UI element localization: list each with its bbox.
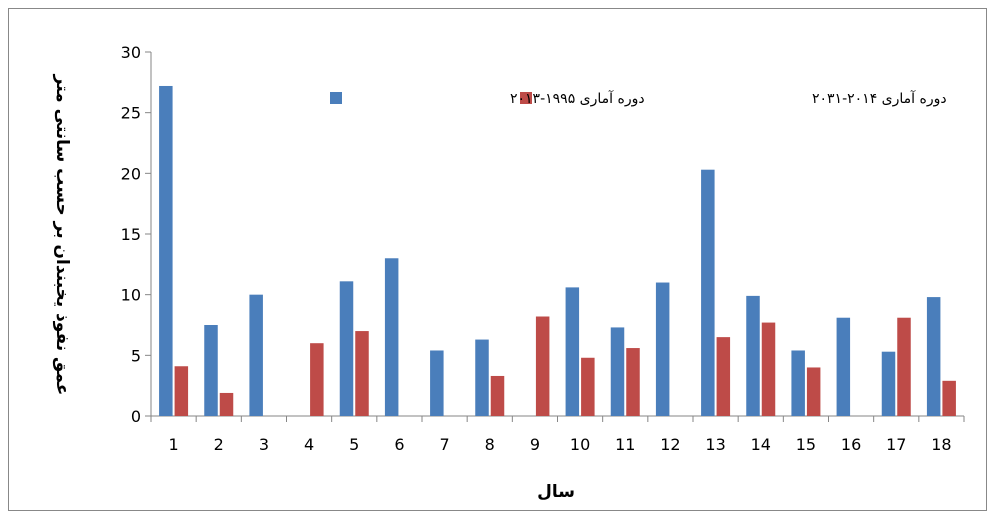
bar-series-2-cat-9 <box>535 316 550 416</box>
x-tick-label: 16 <box>841 435 861 454</box>
bar-series-1-cat-17 <box>881 351 896 416</box>
bar-series-1-cat-2 <box>204 325 218 416</box>
y-tick-label: 0 <box>131 407 141 426</box>
x-tick-label: 7 <box>439 435 449 454</box>
bar-series-1-cat-16 <box>836 317 851 416</box>
bar-series-1-cat-7 <box>430 350 444 416</box>
bar-series-2-cat-2 <box>219 392 234 416</box>
bar-series-1-cat-6 <box>384 258 399 416</box>
legend-swatch-series-2 <box>520 92 532 104</box>
y-axis-title: عمق نفوذ یخبندان بر حسب سانتی متر <box>52 74 72 396</box>
y-tick-label: 20 <box>121 164 141 183</box>
x-tick-label: 15 <box>796 435 816 454</box>
bar-series-2-cat-18 <box>942 380 956 416</box>
x-tick-label: 13 <box>705 435 725 454</box>
bar-series-1-cat-8 <box>475 339 489 416</box>
y-tick-label: 25 <box>121 104 141 123</box>
bar-series-2-cat-1 <box>174 366 189 416</box>
bar-series-2-cat-4 <box>310 343 324 416</box>
x-tick-label: 4 <box>304 435 314 454</box>
bar-series-1-cat-1 <box>159 85 173 417</box>
x-tick-label: 9 <box>530 435 540 454</box>
bar-series-1-cat-5 <box>339 281 354 416</box>
x-tick-label: 2 <box>214 435 224 454</box>
legend-label-series-1: دوره آماری ۱۹۹۵-۲۰۱۳ <box>510 90 645 107</box>
bar-series-2-cat-17 <box>897 317 911 416</box>
bar-series-2-cat-15 <box>806 367 821 416</box>
legend: دوره آماری ۲۰۱۴-۲۰۳۱ دوره آماری ۱۹۹۵-۲۰۱… <box>330 90 947 107</box>
bar-series-1-cat-12 <box>655 282 670 416</box>
bar-series-2-cat-11 <box>626 348 640 416</box>
y-axis: 0 5 10 15 20 25 30 <box>121 43 152 426</box>
bar-series-2-cat-13 <box>716 337 731 416</box>
bars <box>159 85 956 417</box>
bar-series-2-cat-5 <box>355 331 369 416</box>
x-tick-label: 5 <box>349 435 359 454</box>
legend-label-series-2: دوره آماری ۲۰۱۴-۲۰۳۱ <box>812 90 947 107</box>
x-tick-label: 10 <box>570 435 590 454</box>
legend-swatch-series-1 <box>330 92 342 104</box>
x-tick-label: 17 <box>886 435 906 454</box>
x-tick-label: 1 <box>168 435 178 454</box>
bar-series-2-cat-10 <box>581 357 595 416</box>
bar-series-2-cat-8 <box>490 375 505 416</box>
x-tick-label: 8 <box>485 435 495 454</box>
x-tick-label: 14 <box>751 435 771 454</box>
y-tick-label: 10 <box>121 286 141 305</box>
y-tick-label: 5 <box>131 346 141 365</box>
bar-series-1-cat-14 <box>746 295 760 416</box>
bar-series-2-cat-14 <box>761 322 776 416</box>
bar-series-1-cat-15 <box>791 350 805 416</box>
x-tick-label: 6 <box>394 435 404 454</box>
bar-series-1-cat-3 <box>249 294 263 416</box>
y-tick-label: 15 <box>121 225 141 244</box>
bar-series-1-cat-18 <box>926 297 941 416</box>
x-tick-label: 11 <box>615 435 635 454</box>
x-axis-title: سال <box>537 482 575 502</box>
bar-series-1-cat-13 <box>701 169 715 416</box>
y-tick-label: 30 <box>121 43 141 62</box>
x-axis: 1 2 3 4 5 6 7 8 9 10 11 12 13 14 15 16 17 18 <box>150 415 965 454</box>
x-tick-label: 18 <box>931 435 951 454</box>
x-tick-label: 3 <box>259 435 269 454</box>
bar-series-1-cat-10 <box>565 287 580 416</box>
x-tick-label: 12 <box>660 435 680 454</box>
bar-series-1-cat-11 <box>610 327 625 416</box>
